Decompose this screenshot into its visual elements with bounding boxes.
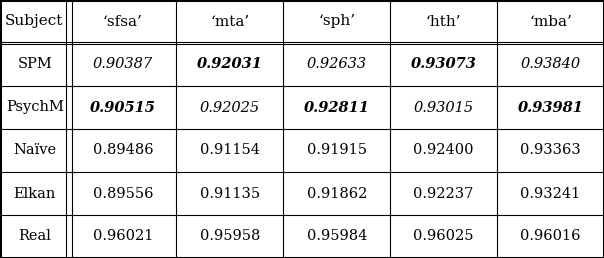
Text: ‘sfsa’: ‘sfsa’ [103, 14, 143, 28]
Text: ‘sph’: ‘sph’ [318, 14, 355, 28]
Text: 0.93363: 0.93363 [520, 143, 581, 157]
Text: 0.92811: 0.92811 [304, 101, 370, 115]
Text: 0.91915: 0.91915 [307, 143, 367, 157]
Text: 0.92237: 0.92237 [414, 187, 474, 200]
Text: 0.93015: 0.93015 [414, 101, 474, 115]
Text: 0.95984: 0.95984 [307, 230, 367, 244]
Text: 0.93840: 0.93840 [521, 58, 580, 71]
Text: ‘mba’: ‘mba’ [529, 14, 572, 28]
Text: SPM: SPM [18, 58, 52, 71]
Text: 0.92031: 0.92031 [197, 58, 263, 71]
Text: Naïve: Naïve [13, 143, 56, 157]
Text: 0.90387: 0.90387 [93, 58, 153, 71]
Text: 0.92400: 0.92400 [413, 143, 474, 157]
Text: 0.91135: 0.91135 [200, 187, 260, 200]
Text: 0.91154: 0.91154 [200, 143, 260, 157]
Text: 0.90515: 0.90515 [90, 101, 156, 115]
Text: 0.95958: 0.95958 [200, 230, 260, 244]
Text: 0.93981: 0.93981 [518, 101, 583, 115]
Text: 0.93073: 0.93073 [411, 58, 477, 71]
Text: PsychM: PsychM [6, 101, 63, 115]
Text: 0.92633: 0.92633 [307, 58, 367, 71]
Text: 0.92025: 0.92025 [200, 101, 260, 115]
Text: Real: Real [18, 230, 51, 244]
Text: 0.96016: 0.96016 [520, 230, 581, 244]
Text: Subject: Subject [5, 14, 63, 28]
Text: 0.96021: 0.96021 [93, 230, 153, 244]
Text: ‘mta’: ‘mta’ [210, 14, 249, 28]
Text: 0.89556: 0.89556 [92, 187, 153, 200]
Text: 0.89486: 0.89486 [92, 143, 153, 157]
Text: ‘hth’: ‘hth’ [426, 14, 461, 28]
Text: 0.91862: 0.91862 [307, 187, 367, 200]
Text: 0.93241: 0.93241 [521, 187, 580, 200]
Text: 0.96025: 0.96025 [413, 230, 474, 244]
Text: Elkan: Elkan [13, 187, 56, 200]
